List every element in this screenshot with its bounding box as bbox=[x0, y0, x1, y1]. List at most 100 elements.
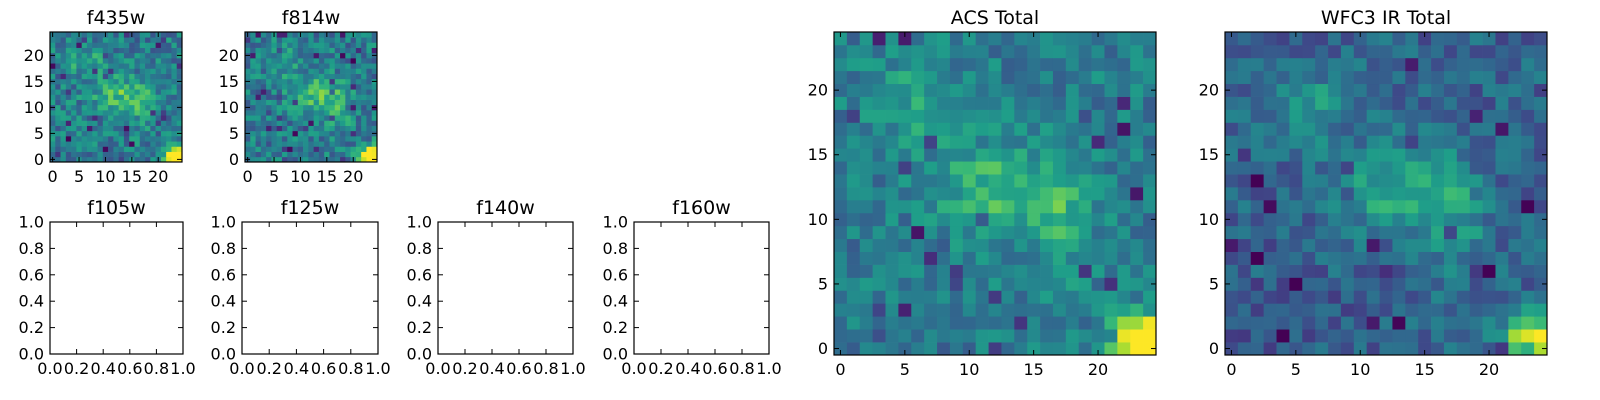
heatmap-cell bbox=[1001, 83, 1015, 97]
heatmap-cell bbox=[76, 125, 83, 132]
heatmap-cell bbox=[281, 73, 288, 80]
heatmap-cell bbox=[1328, 174, 1342, 188]
heatmap-cell bbox=[250, 89, 256, 95]
heatmap-cell bbox=[250, 110, 256, 116]
heatmap-cell bbox=[1289, 329, 1303, 343]
heatmap-cell bbox=[1250, 135, 1264, 149]
heatmap-cell bbox=[1418, 109, 1432, 123]
heatmap-cell bbox=[1302, 316, 1316, 330]
heatmap-cell bbox=[1225, 199, 1239, 214]
heatmap-cell bbox=[1237, 83, 1252, 97]
heatmap-cell bbox=[118, 58, 125, 64]
heatmap-cell bbox=[271, 78, 278, 85]
heatmap-cell bbox=[1456, 44, 1471, 59]
heatmap-cell bbox=[1431, 32, 1445, 46]
heatmap-cell bbox=[329, 125, 336, 132]
heatmap-cell bbox=[366, 146, 373, 152]
heatmap-cell bbox=[145, 104, 151, 111]
heatmap-cell bbox=[355, 52, 362, 59]
heatmap-cell bbox=[1289, 57, 1303, 72]
heatmap-cell bbox=[975, 148, 989, 162]
heatmap-cell bbox=[1104, 187, 1118, 201]
heatmap-cell bbox=[1366, 70, 1380, 85]
heatmap-cell bbox=[911, 135, 925, 149]
heatmap-cell bbox=[350, 146, 357, 152]
heatmap-cell bbox=[318, 52, 325, 59]
heatmap-cell bbox=[1276, 187, 1290, 201]
heatmap-cell bbox=[297, 89, 304, 95]
heatmap-cell bbox=[924, 44, 938, 59]
heatmap-cell bbox=[1534, 277, 1548, 291]
heatmap-cell bbox=[1065, 264, 1080, 278]
heatmap-cell bbox=[1130, 161, 1144, 175]
heatmap-cell bbox=[1366, 290, 1380, 304]
heatmap-cell bbox=[1340, 225, 1355, 240]
heatmap-cell bbox=[92, 115, 98, 121]
heatmap-cell bbox=[1040, 290, 1054, 304]
heatmap-cell bbox=[1392, 148, 1406, 162]
heatmap-cell bbox=[150, 151, 156, 158]
heatmap-cell bbox=[1456, 96, 1471, 110]
heatmap-cell bbox=[1418, 83, 1432, 97]
heatmap-cell bbox=[334, 89, 341, 95]
heatmap-cell bbox=[1521, 44, 1535, 59]
heatmap-cell bbox=[139, 42, 146, 48]
heatmap-cell bbox=[1250, 199, 1264, 214]
heatmap-cell bbox=[318, 115, 325, 121]
heatmap-cell bbox=[1340, 44, 1355, 59]
heatmap-cell bbox=[276, 37, 283, 43]
heatmap-cell bbox=[97, 120, 104, 126]
heatmap-cell bbox=[118, 89, 125, 95]
heatmap-cell bbox=[872, 238, 886, 252]
heatmap-cell bbox=[1104, 342, 1118, 356]
heatmap-cell bbox=[1443, 316, 1458, 330]
heatmap-cell bbox=[1117, 290, 1131, 304]
heatmap-cell bbox=[287, 151, 293, 158]
heatmap-cell bbox=[1443, 225, 1458, 240]
heatmap-cell bbox=[250, 84, 256, 90]
heatmap-cell bbox=[1078, 57, 1092, 72]
heatmap-cell bbox=[260, 52, 267, 59]
heatmap-cell bbox=[86, 136, 93, 142]
heatmap-cell bbox=[1263, 342, 1277, 356]
heatmap-cell bbox=[1302, 225, 1316, 240]
heatmap-cell bbox=[271, 42, 278, 48]
heatmap-cell bbox=[150, 73, 156, 80]
heatmap-cell bbox=[266, 78, 272, 85]
heatmap-cell bbox=[1001, 225, 1015, 240]
heatmap-cell bbox=[1495, 57, 1509, 72]
heatmap-cell bbox=[150, 58, 156, 64]
heatmap-cell bbox=[962, 277, 977, 291]
heatmap-cell bbox=[60, 78, 67, 85]
heatmap-cell bbox=[1014, 44, 1028, 59]
heatmap-cell bbox=[846, 187, 861, 201]
heatmap-cell bbox=[129, 141, 135, 147]
heatmap-cell bbox=[324, 58, 330, 64]
heatmap-cell bbox=[885, 264, 899, 278]
heatmap-cell bbox=[308, 47, 314, 54]
heatmap-cell bbox=[885, 109, 899, 123]
heatmap-cell bbox=[329, 146, 336, 152]
heatmap-cell bbox=[1250, 174, 1264, 188]
heatmap-cell bbox=[911, 303, 925, 317]
heatmap-cell bbox=[166, 151, 172, 158]
heatmap-cell bbox=[361, 110, 367, 116]
heatmap-cell bbox=[139, 47, 146, 54]
heatmap-cell bbox=[1143, 122, 1157, 136]
heatmap-cell bbox=[160, 151, 167, 158]
heatmap-cell bbox=[1379, 277, 1393, 291]
heatmap-cell bbox=[55, 130, 61, 137]
heatmap-cell bbox=[155, 130, 162, 137]
heatmap-cell bbox=[1001, 148, 1015, 162]
heatmap-cell bbox=[271, 151, 278, 158]
heatmap-cell bbox=[1052, 277, 1067, 291]
heatmap-cell bbox=[108, 130, 114, 137]
heatmap-cell bbox=[1117, 109, 1131, 123]
heatmap-cell bbox=[1065, 135, 1080, 149]
heatmap-cell bbox=[1418, 122, 1432, 136]
heatmap-cell bbox=[334, 151, 341, 158]
heatmap-cell bbox=[123, 32, 130, 38]
heatmap-cell bbox=[108, 37, 114, 43]
heatmap-cell bbox=[1379, 148, 1393, 162]
heatmap-cell bbox=[160, 125, 167, 132]
